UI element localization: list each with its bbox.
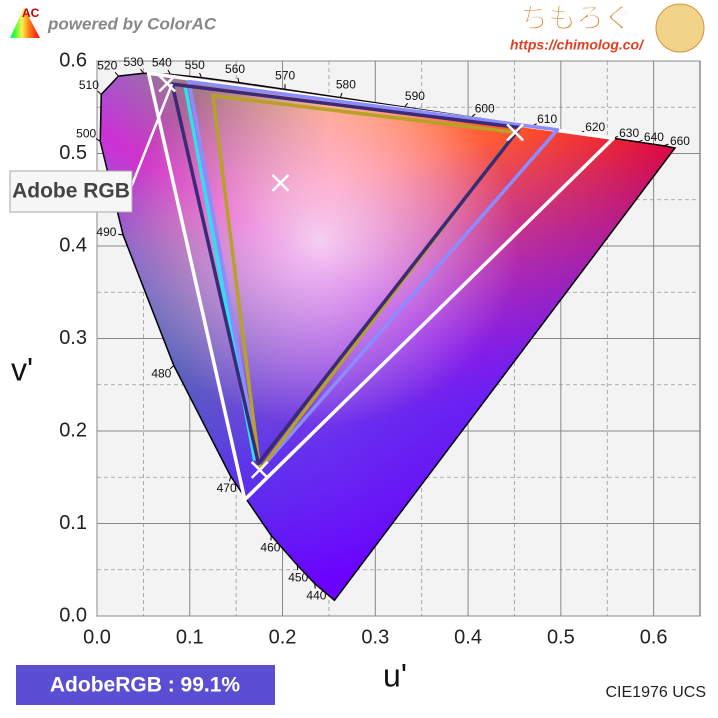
- y-tick-label: 0.3: [59, 327, 87, 349]
- wavelength-label: 450: [288, 570, 308, 584]
- wavelength-label: 520: [97, 58, 117, 72]
- coverage-label: AdobeRGB : 99.1%: [50, 674, 241, 697]
- wavelength-label: 580: [336, 78, 356, 92]
- powered-by: powered by ColorAC: [47, 14, 217, 33]
- wavelength-tick: [637, 139, 643, 143]
- wavelength-label: 620: [585, 120, 605, 134]
- wavelength-label: 460: [260, 541, 280, 555]
- wavelength-label: 550: [185, 58, 205, 72]
- wavelength-tick: [471, 113, 476, 118]
- callout-box: [9, 170, 133, 213]
- wavelength-label: 480: [151, 367, 171, 381]
- wavelength-tick: [314, 583, 316, 589]
- gamut-line: [170, 82, 522, 466]
- x-tick-label: 0.0: [83, 626, 111, 648]
- gamut-line: [211, 93, 517, 472]
- wavelength-tick: [140, 68, 144, 74]
- wavelength-label: 660: [670, 134, 690, 148]
- site-name: ちもろぐ: [520, 2, 632, 33]
- primary-marker: [271, 173, 290, 192]
- y-tick-label: 0.2: [59, 419, 87, 441]
- x-axis-label: u': [383, 657, 407, 693]
- x-tick-label: 0.3: [361, 626, 389, 648]
- wavelength-label: 490: [96, 225, 116, 239]
- locus-shading: [100, 73, 675, 601]
- wavelength-tick: [404, 102, 408, 108]
- wavelength-tick: [229, 476, 232, 482]
- wavelength-tick: [118, 233, 124, 236]
- y-tick-label: 0.6: [59, 49, 87, 71]
- y-tick-label: 0.0: [59, 604, 87, 626]
- callout-pointer: [128, 83, 174, 191]
- wavelength-label: 630: [619, 126, 639, 140]
- primary-marker: [158, 74, 524, 479]
- wavelength-tick: [339, 92, 343, 98]
- coverage-box: [16, 665, 275, 705]
- wavelength-label: 570: [275, 68, 295, 82]
- callout-text: Adobe RGB: [12, 180, 130, 203]
- y-tick-label: 0.1: [59, 512, 87, 534]
- wavelength-label: 510: [79, 78, 99, 92]
- wavelength-label: 560: [225, 62, 245, 76]
- wavelength-label: 640: [644, 130, 664, 144]
- wavelength-label: 600: [475, 101, 495, 115]
- wavelength-tick: [199, 72, 203, 78]
- avatar: [655, 3, 705, 53]
- wavelength-label: 590: [405, 89, 425, 103]
- y-tick-label: 0.4: [59, 234, 87, 256]
- y-tick-label: 0.5: [59, 142, 87, 164]
- x-tick-label: 0.6: [640, 626, 668, 648]
- wavelength-tick: [167, 69, 171, 75]
- diagram-label: CIE1976 UCS: [606, 684, 707, 701]
- x-tick-label: 0.2: [269, 626, 297, 648]
- wavelength-label: 440: [306, 589, 326, 603]
- wavelength-tick: [663, 143, 669, 147]
- x-tick-label: 0.5: [547, 626, 575, 648]
- wavelength-tick: [95, 138, 101, 142]
- wavelength-tick: [237, 77, 240, 83]
- logo-text: AC: [22, 6, 40, 20]
- gamut-line: [187, 79, 560, 472]
- wavelength-tick: [114, 71, 119, 77]
- wavelength-tick: [97, 90, 102, 95]
- wavelength-label: 540: [152, 55, 172, 69]
- logo-icon: [10, 8, 40, 38]
- x-tick-label: 0.1: [176, 626, 204, 648]
- wavelength-label: 530: [123, 55, 143, 69]
- wavelength-tick: [169, 365, 175, 370]
- x-tick-label: 0.4: [454, 626, 482, 648]
- y-axis-label: v': [11, 351, 33, 387]
- site-url: https://chimolog.co/: [510, 37, 645, 53]
- wavelength-label: 610: [537, 112, 557, 126]
- wavelength-label: 470: [217, 481, 237, 495]
- wavelength-label: 500: [76, 126, 96, 140]
